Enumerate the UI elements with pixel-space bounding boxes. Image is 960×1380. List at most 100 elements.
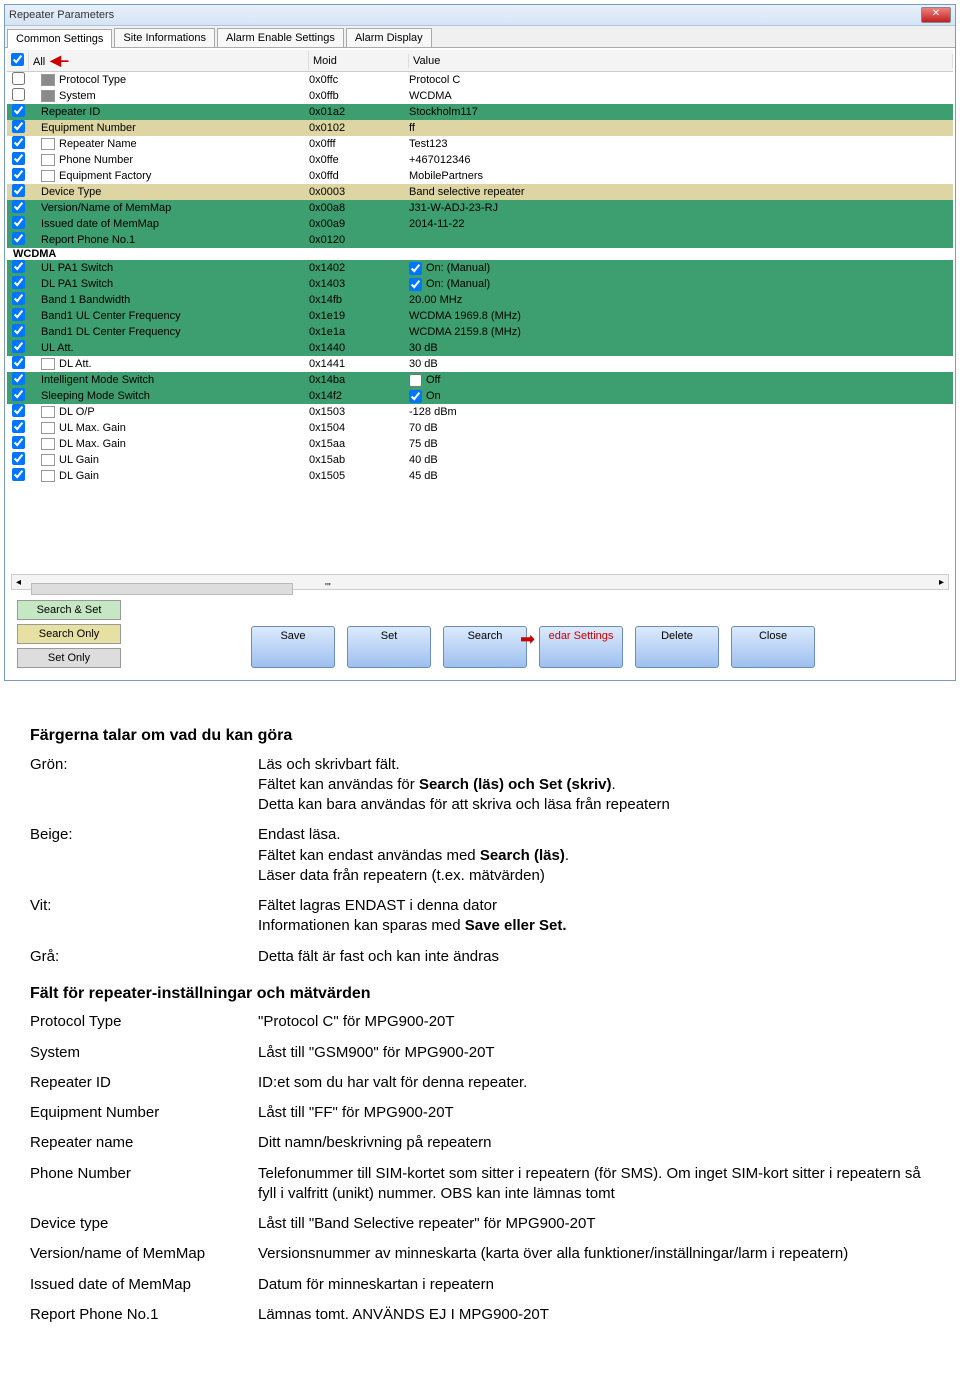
doc-field-desc: ID:et som du har valt för denna repeater… xyxy=(258,1073,930,1093)
row-moid: 0x1441 xyxy=(309,358,409,370)
row-checkbox[interactable] xyxy=(7,136,29,152)
row-name: UL Gain xyxy=(29,454,309,466)
row-moid: 0x0ffc xyxy=(309,74,409,86)
row-checkbox[interactable] xyxy=(7,436,29,452)
tab-common-settings[interactable]: Common Settings xyxy=(7,29,112,48)
row-name: Band1 UL Center Frequency xyxy=(29,310,309,322)
search-only-button[interactable]: Search Only xyxy=(17,624,121,644)
row-checkbox[interactable] xyxy=(7,452,29,468)
doc-field-desc: Versionsnummer av minneskarta (karta öve… xyxy=(258,1244,930,1264)
row-checkbox[interactable] xyxy=(7,388,29,404)
doc-term: Grön: xyxy=(30,755,240,816)
row-value: 30 dB xyxy=(409,342,953,354)
row-value: WCDMA 1969.8 (MHz) xyxy=(409,310,953,322)
row-name: Equipment Number xyxy=(29,122,309,134)
white-swatch-icon xyxy=(41,138,55,150)
row-name: Issued date of MemMap xyxy=(29,218,309,230)
header-value: Value xyxy=(409,54,953,68)
delete-button[interactable]: Delete xyxy=(635,626,719,668)
row-name: Equipment Factory xyxy=(29,170,309,182)
red-arrow-icon: ◀--- xyxy=(50,52,67,68)
doc-field-desc: "Protocol C" för MPG900-20T xyxy=(258,1012,930,1032)
close-icon[interactable]: ✕ xyxy=(921,7,951,23)
row-name: UL Max. Gain xyxy=(29,422,309,434)
row-checkbox[interactable] xyxy=(7,120,29,136)
doc-desc: Läs och skrivbart fält.Fältet kan använd… xyxy=(258,755,930,816)
row-moid: 0x1505 xyxy=(309,470,409,482)
table-row: Intelligent Mode Switch0x14baOff xyxy=(7,372,953,388)
doc-field-term: Phone Number xyxy=(30,1164,240,1205)
row-checkbox[interactable] xyxy=(7,372,29,388)
row-checkbox[interactable] xyxy=(7,340,29,356)
row-moid: 0x1e19 xyxy=(309,310,409,322)
row-checkbox[interactable] xyxy=(7,184,29,200)
tab-alarm-display[interactable]: Alarm Display xyxy=(346,28,432,47)
tab-alarm-enable-settings[interactable]: Alarm Enable Settings xyxy=(217,28,344,47)
header-checkbox[interactable] xyxy=(7,52,29,70)
row-value: WCDMA xyxy=(409,90,953,102)
set-only-button[interactable]: Set Only xyxy=(17,648,121,668)
white-swatch-icon xyxy=(41,154,55,166)
row-checkbox[interactable] xyxy=(7,468,29,484)
value-checkbox[interactable] xyxy=(409,390,422,403)
value-checkbox[interactable] xyxy=(409,374,422,387)
row-checkbox[interactable] xyxy=(7,104,29,120)
row-name: Device Type xyxy=(29,186,309,198)
search-set-button[interactable]: Search & Set xyxy=(17,600,121,620)
row-name: Repeater ID xyxy=(29,106,309,118)
row-value: 30 dB xyxy=(409,358,953,370)
row-moid: 0x14fb xyxy=(309,294,409,306)
search-button[interactable]: Search xyxy=(443,626,527,668)
doc-term: Beige: xyxy=(30,825,240,886)
white-swatch-icon xyxy=(41,358,55,370)
row-checkbox[interactable] xyxy=(7,216,29,232)
row-name: Protocol Type xyxy=(29,74,309,86)
white-swatch-icon xyxy=(41,422,55,434)
doc-field-desc: Låst till "Band Selective repeater" för … xyxy=(258,1214,930,1234)
row-checkbox[interactable] xyxy=(7,308,29,324)
row-checkbox[interactable] xyxy=(7,276,29,292)
row-value: ff xyxy=(409,122,953,134)
row-checkbox[interactable] xyxy=(7,420,29,436)
row-value: Band selective repeater xyxy=(409,186,953,198)
value-checkbox[interactable] xyxy=(409,262,422,275)
tab-site-informations[interactable]: Site Informations xyxy=(114,28,215,47)
white-swatch-icon xyxy=(41,406,55,418)
row-checkbox[interactable] xyxy=(7,260,29,276)
value-checkbox[interactable] xyxy=(409,278,422,291)
row-moid: 0x0fff xyxy=(309,138,409,150)
horizontal-scrollbar[interactable]: ◂ ''' ▸ xyxy=(11,574,949,590)
doc-field-desc: Låst till "FF" för MPG900-20T xyxy=(258,1103,930,1123)
row-checkbox[interactable] xyxy=(7,324,29,340)
save-button[interactable]: Save xyxy=(251,626,335,668)
row-checkbox[interactable] xyxy=(7,168,29,184)
row-checkbox[interactable] xyxy=(7,200,29,216)
white-swatch-icon xyxy=(41,470,55,482)
row-moid: 0x1403 xyxy=(309,278,409,290)
row-checkbox[interactable] xyxy=(7,404,29,420)
row-checkbox[interactable] xyxy=(7,72,29,88)
row-moid: 0x1402 xyxy=(309,262,409,274)
doc-field-term: Issued date of MemMap xyxy=(30,1275,240,1295)
table-row: Band1 UL Center Frequency0x1e19WCDMA 196… xyxy=(7,308,953,324)
document-text: Färgerna talar om vad du kan göra Grön:L… xyxy=(0,701,960,1371)
row-name: Sleeping Mode Switch xyxy=(29,390,309,402)
row-moid: 0x1504 xyxy=(309,422,409,434)
table-row: DL Att.0x144130 dB xyxy=(7,356,953,372)
doc-field-desc: Låst till "GSM900" för MPG900-20T xyxy=(258,1043,930,1063)
close-button[interactable]: Close xyxy=(731,626,815,668)
grid-header: All ◀--- Moid Value xyxy=(7,50,953,72)
edar-settings-button[interactable]: edar Settings➡ xyxy=(539,626,623,668)
set-button[interactable]: Set xyxy=(347,626,431,668)
header-all: All xyxy=(33,56,45,68)
row-checkbox[interactable] xyxy=(7,152,29,168)
row-moid: 0x14f2 xyxy=(309,390,409,402)
row-checkbox[interactable] xyxy=(7,292,29,308)
doc-field-desc: Ditt namn/beskrivning på repeatern xyxy=(258,1133,930,1153)
row-moid: 0x0ffb xyxy=(309,90,409,102)
row-name: DL Gain xyxy=(29,470,309,482)
row-checkbox[interactable] xyxy=(7,356,29,372)
row-checkbox[interactable] xyxy=(7,232,29,248)
doc-field-term: Version/name of MemMap xyxy=(30,1244,240,1264)
row-checkbox[interactable] xyxy=(7,88,29,104)
